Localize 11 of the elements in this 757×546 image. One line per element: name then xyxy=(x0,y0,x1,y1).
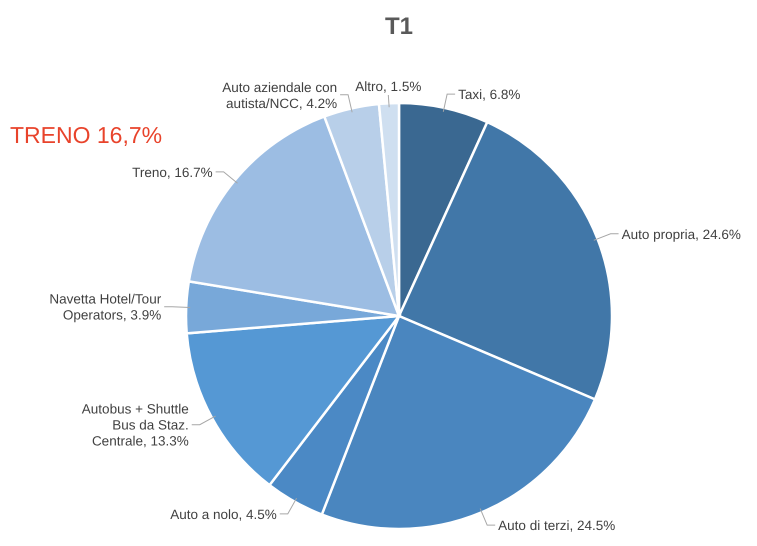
slice-label: Auto propria, 24.6% xyxy=(622,226,741,242)
slice-label: Navetta Hotel/Tour Operators, 3.9% xyxy=(49,292,162,323)
slice-label: Auto aziendale con autista/NCC, 4.2% xyxy=(222,80,338,111)
chart-title: T1 xyxy=(384,13,414,40)
text: TRENO 16,7% xyxy=(10,122,162,148)
slice-label: Auto a nolo, 4.5% xyxy=(170,506,277,522)
slice-label: Auto di terzi, 24.5% xyxy=(498,518,616,534)
slice-label: Taxi, 6.8% xyxy=(458,87,520,102)
slice-label: Autobus + Shuttle Bus da Staz. Centrale, 13.3% xyxy=(82,402,189,449)
slice-label: Treno, 16.7% xyxy=(132,164,213,180)
slice-label: Altro, 1.5% xyxy=(355,79,422,94)
